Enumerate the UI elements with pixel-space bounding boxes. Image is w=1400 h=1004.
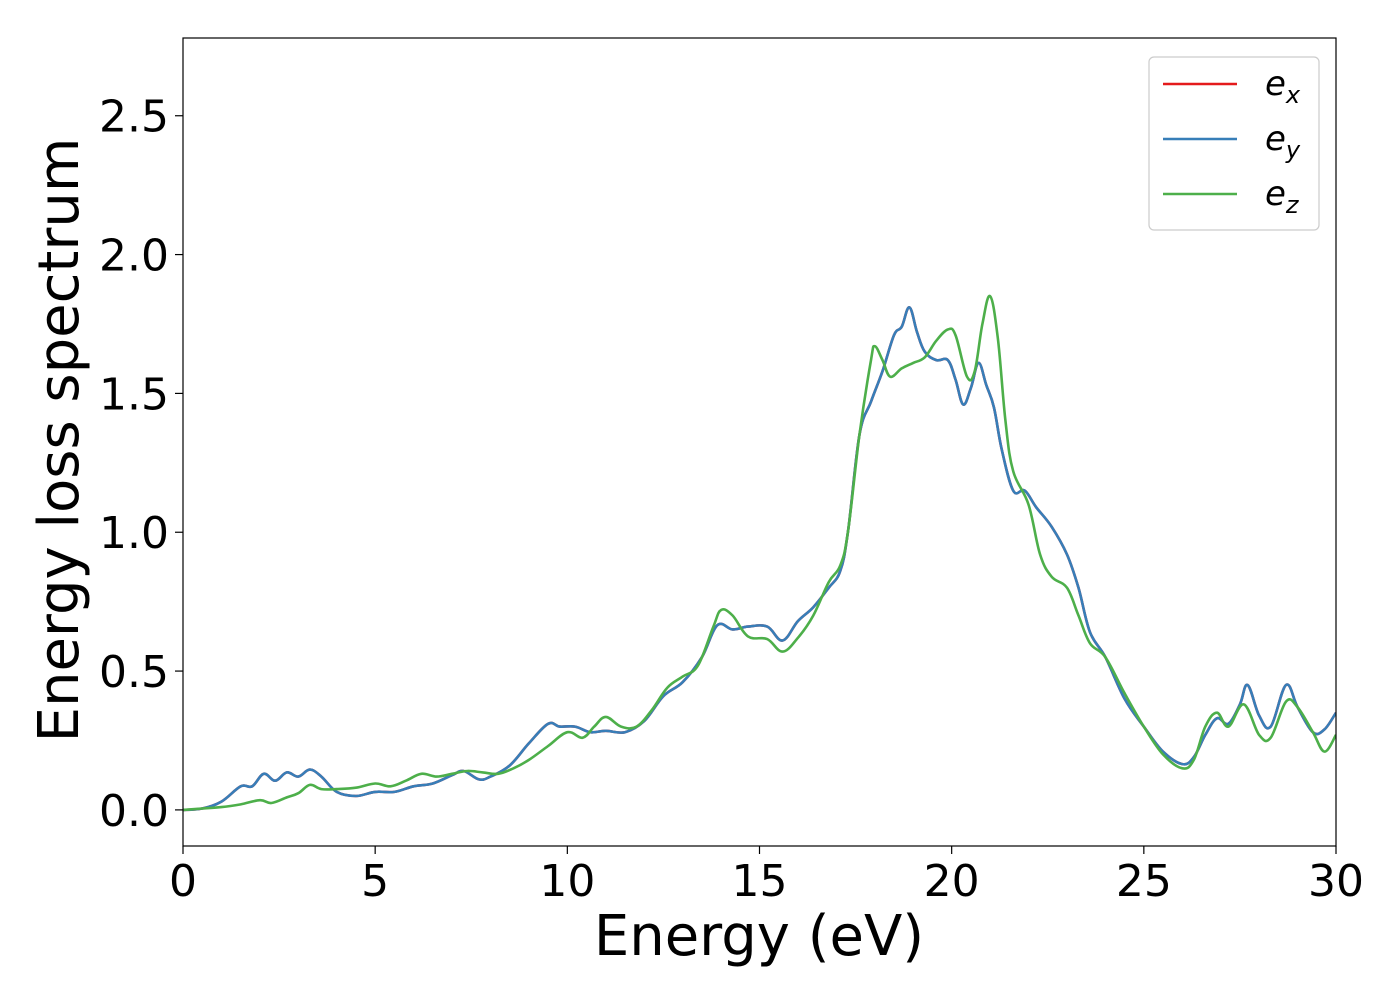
y-tick-label: 0.0 [99,786,169,837]
series-line-x [183,305,1336,812]
legend-label-z: ez [1265,174,1300,219]
x-axis-ticks: 0 5 10 15 20 25 30 [169,846,1364,907]
legend-label-subscript: x [1285,81,1301,109]
y-tick-label: 0.5 [99,647,169,698]
x-tick-label: 20 [924,856,980,907]
y-axis-label: Energy loss spectrum [27,138,92,743]
x-tick-label: 0 [169,856,197,907]
x-tick-label: 15 [732,856,788,907]
x-tick-label: 10 [539,856,595,907]
x-tick-label: 25 [1116,856,1172,907]
legend-label-subscript: z [1285,191,1300,219]
series-line-z [183,294,1336,812]
x-tick-label: 5 [361,856,389,907]
legend-label-base: e [1265,174,1286,214]
x-tick-label: 30 [1308,856,1364,907]
legend-label-base: e [1265,64,1286,104]
legend-label-base: e [1265,119,1286,159]
y-tick-label: 2.5 [99,92,169,143]
series-layer [183,294,1336,812]
x-axis-label: Energy (eV) [594,904,924,969]
y-tick-label: 1.5 [99,369,169,420]
legend-label-subscript: y [1285,136,1301,164]
legend-box [1148,56,1320,231]
legend-label-x: ex [1265,64,1301,109]
series-line-y [183,305,1336,812]
legend-label-y: ey [1265,119,1301,164]
y-tick-label: 1.0 [99,508,169,559]
y-tick-label: 2.0 [99,231,169,282]
y-axis-ticks: 0.0 0.5 1.0 1.5 2.0 2.5 [99,92,183,837]
